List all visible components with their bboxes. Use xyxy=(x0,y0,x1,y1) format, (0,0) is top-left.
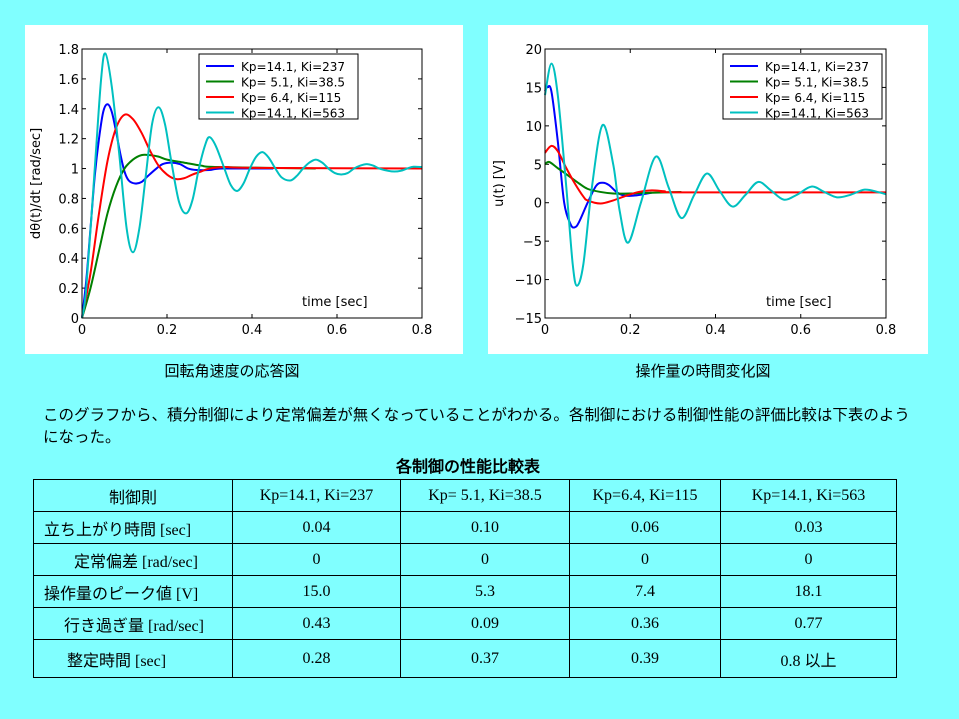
y-tick-label: 5 xyxy=(534,158,542,173)
left-chart-caption: 回転角速度の応答図 xyxy=(164,362,300,380)
legend-label: Kp=14.1, Ki=563 xyxy=(765,107,869,121)
y-axis-label: dθ(t)/dt [rad/sec] xyxy=(29,128,44,239)
series-line-2 xyxy=(81,153,316,319)
cell: 0.03 xyxy=(720,511,897,544)
cell: 15.0 xyxy=(232,575,401,608)
cell: 0.8 以上 xyxy=(720,639,897,678)
cell: 0.36 xyxy=(569,607,721,640)
legend-label: Kp=14.1, Ki=563 xyxy=(241,107,345,121)
series-line-3 xyxy=(81,113,423,319)
row-label: 定常偏差 [rad/sec] xyxy=(33,543,233,576)
x-tick-label: 0 xyxy=(78,323,86,338)
legend-label: Kp= 6.4, Ki=115 xyxy=(765,91,865,105)
row-label: 行き過ぎ量 [rad/sec] xyxy=(33,607,233,640)
y-tick-label: 0 xyxy=(534,197,542,212)
cell: 0.43 xyxy=(232,607,401,640)
y-tick-label: 1.2 xyxy=(58,133,79,148)
cell: 0.37 xyxy=(400,639,570,678)
y-tick-label: 0.8 xyxy=(58,192,79,207)
x-tick-label: 0.4 xyxy=(242,323,263,338)
row-label: 整定時間 [sec] xyxy=(33,639,233,678)
cell: 5.3 xyxy=(400,575,570,608)
legend-box xyxy=(722,53,883,120)
y-tick-label: −10 xyxy=(515,274,542,289)
series-line-4 xyxy=(81,52,423,319)
x-axis-label: time [sec] xyxy=(302,295,368,310)
y-tick-label: 0.6 xyxy=(58,222,79,237)
legend-label: Kp= 6.4, Ki=115 xyxy=(241,91,341,105)
table-title: 各制御の性能比較表 xyxy=(395,457,540,476)
row-label: 操作量のピーク値 [V] xyxy=(33,575,233,608)
cell: 0.06 xyxy=(569,511,721,544)
table-row: 定常偏差 [rad/sec] 0 0 0 0 xyxy=(33,543,897,576)
angular-velocity-chart-panel: 0 0.2 0.4 0.6 0.8 0 0.2 0.4 0.6 0.8 1 1.2 1.4 1.6 1.8 t… xyxy=(25,25,463,354)
x-tick-label: 0.6 xyxy=(327,323,348,338)
y-tick-label: 1.6 xyxy=(58,73,79,88)
legend-label: Kp=14.1, Ki=237 xyxy=(765,60,869,74)
y-tick-label: 0.2 xyxy=(58,282,79,297)
cell: 0 xyxy=(720,543,897,576)
table-row: 操作量のピーク値 [V] 15.0 5.3 7.4 18.1 xyxy=(33,575,897,608)
header-cell: Kp= 5.1, Ki=38.5 xyxy=(400,479,570,512)
control-input-chart-panel: 0 0.2 0.4 0.6 0.8 −15 −10 −5 0 5 10 15 20 time [sec] u… xyxy=(488,25,928,354)
y-tick-label: 1.8 xyxy=(58,43,79,58)
y-tick-label: 1.4 xyxy=(58,103,79,118)
plot-frame xyxy=(81,48,423,319)
series-line-1 xyxy=(544,84,652,229)
right-chart-caption: 操作量の時間変化図 xyxy=(635,362,771,380)
cell: 0.09 xyxy=(400,607,570,640)
legend-label: Kp= 5.1, Ki=38.5 xyxy=(765,76,869,90)
y-tick-label: −15 xyxy=(515,312,542,327)
y-tick-label: 15 xyxy=(525,81,542,96)
y-tick-label: 0.4 xyxy=(58,252,79,267)
table-row: 整定時間 [sec] 0.28 0.37 0.39 0.8 以上 xyxy=(33,639,897,678)
x-tick-label: 0.8 xyxy=(412,323,433,338)
control-input-chart: 0 0.2 0.4 0.6 0.8 −15 −10 −5 0 5 10 15 20 time [sec] u… xyxy=(492,43,897,338)
header-cell: Kp=6.4, Ki=115 xyxy=(569,479,721,512)
angular-velocity-chart: 0 0.2 0.4 0.6 0.8 0 0.2 0.4 0.6 0.8 1 1.2 1.4 1.6 1.8 t… xyxy=(29,43,433,338)
cell: 7.4 xyxy=(569,575,721,608)
x-axis-label: time [sec] xyxy=(766,295,832,310)
y-tick-label: 20 xyxy=(525,43,542,58)
header-cell: Kp=14.1, Ki=237 xyxy=(232,479,401,512)
y-tick-label: 0 xyxy=(71,312,79,327)
legend-label: Kp=14.1, Ki=237 xyxy=(241,60,345,74)
table-row: 行き過ぎ量 [rad/sec] 0.43 0.09 0.36 0.77 xyxy=(33,607,897,640)
cell: 0.77 xyxy=(720,607,897,640)
cell: 0 xyxy=(232,543,401,576)
y-tick-label: 10 xyxy=(525,120,542,135)
y-tick-label: 1 xyxy=(71,163,79,178)
legend-label: Kp= 5.1, Ki=38.5 xyxy=(241,76,345,90)
cell: 0 xyxy=(569,543,721,576)
x-tick-label: 0.2 xyxy=(620,323,641,338)
cell: 0.39 xyxy=(569,639,721,678)
header-cell: 制御則 xyxy=(33,479,233,512)
x-tick-label: 0 xyxy=(541,323,549,338)
x-tick-label: 0.2 xyxy=(157,323,178,338)
series-line-1 xyxy=(81,103,274,319)
description-paragraph: このグラフから、積分制御により定常偏差が無くなっていることがわかる。各制御におけ… xyxy=(43,406,910,446)
cell: 18.1 xyxy=(720,575,897,608)
performance-comparison-table: 制御則 Kp=14.1, Ki=237 Kp= 5.1, Ki=38.5 Kp=… xyxy=(33,479,897,678)
cell: 0.10 xyxy=(400,511,570,544)
header-cell: Kp=14.1, Ki=563 xyxy=(720,479,897,512)
table-row: 立ち上がり時間 [sec] 0.04 0.10 0.06 0.03 xyxy=(33,511,897,544)
x-tick-label: 0.6 xyxy=(790,323,811,338)
table-header-row: 制御則 Kp=14.1, Ki=237 Kp= 5.1, Ki=38.5 Kp=… xyxy=(33,479,897,512)
y-axis-label: u(t) [V] xyxy=(492,160,507,207)
y-tick-label: −5 xyxy=(523,235,542,250)
cell: 0.28 xyxy=(232,639,401,678)
x-tick-label: 0.8 xyxy=(876,323,897,338)
row-label: 立ち上がり時間 [sec] xyxy=(33,511,233,544)
x-tick-label: 0.4 xyxy=(705,323,726,338)
cell: 0.04 xyxy=(232,511,401,544)
series-line-3 xyxy=(544,144,887,205)
plot-frame xyxy=(544,48,887,319)
series-line-4 xyxy=(544,62,887,287)
cell: 0 xyxy=(400,543,570,576)
legend-box xyxy=(198,53,359,120)
